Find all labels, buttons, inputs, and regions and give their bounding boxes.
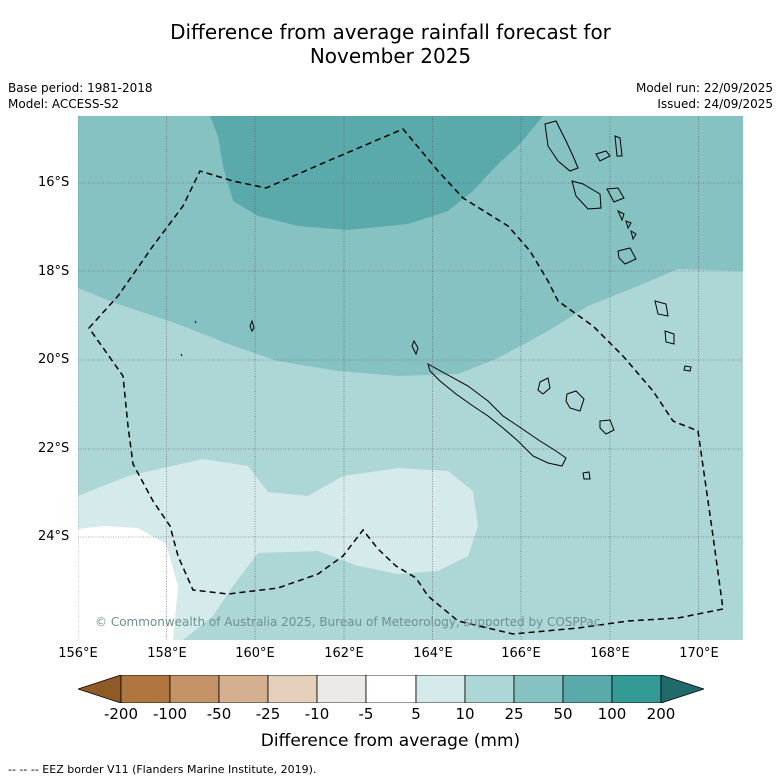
- new-caledonia-island: [427, 362, 567, 467]
- vanuatu-efate: [606, 187, 625, 203]
- belep-islets: [411, 339, 419, 356]
- colorbar: [78, 675, 704, 703]
- colorbar-extend-high: [660, 675, 704, 703]
- y-tick-24s: 24°S: [38, 529, 70, 544]
- title-line-2: November 2025: [309, 44, 472, 68]
- mare-island: [599, 419, 615, 435]
- cb-label-25: 25: [504, 705, 524, 723]
- colorbar-title: Difference from average (mm): [260, 731, 521, 751]
- graticule: [78, 116, 743, 640]
- colorbar-bin-4: [267, 675, 318, 703]
- colorbar-bin-8: [464, 675, 515, 703]
- cb-label-200: 200: [646, 705, 676, 723]
- title-line-1: Difference from average rainfall forecas…: [170, 20, 611, 44]
- colorbar-bin-11: [611, 675, 662, 703]
- cb-label-50: 50: [553, 705, 573, 723]
- model-name: Model: ACCESS-S2: [8, 97, 120, 111]
- colorbar-bin-6: [365, 675, 417, 703]
- cb-label-m100: -100: [152, 705, 188, 723]
- band-neutral: [78, 526, 178, 640]
- model-run: Model run: 22/09/2025: [635, 81, 773, 95]
- chesterfield-reef: [180, 319, 255, 357]
- run-info: Model run: 22/09/2025 Issued: 24/09/2025: [636, 80, 773, 112]
- copyright-notice: © Commonwealth of Australia 2025, Bureau…: [95, 615, 601, 629]
- vanuatu-malakula: [571, 180, 602, 210]
- colorbar-bin-1: [120, 675, 171, 703]
- cb-label-m5: -5: [358, 705, 374, 723]
- cb-label-100: 100: [597, 705, 627, 723]
- cb-label-m50: -50: [206, 705, 232, 723]
- y-tick-18s: 18°S: [38, 264, 70, 279]
- cb-label-10: 10: [455, 705, 475, 723]
- colorbar-extend-low: [78, 675, 122, 703]
- x-tick-164e: 164°E: [413, 646, 453, 661]
- colorbar-bin-7: [415, 675, 466, 703]
- issued-date: Issued: 24/09/2025: [657, 97, 773, 111]
- ouvea-island: [537, 377, 551, 395]
- cb-label-m200: -200: [103, 705, 139, 723]
- x-tick-162e: 162°E: [324, 646, 364, 661]
- rainfall-map: [78, 116, 743, 640]
- map-title: Difference from average rainfall forecas…: [0, 20, 781, 68]
- x-tick-156e: 156°E: [58, 646, 98, 661]
- colorbar-bin-9: [513, 675, 564, 703]
- y-tick-16s: 16°S: [38, 175, 70, 190]
- cb-label-5: 5: [411, 705, 421, 723]
- colorbar-bin-3: [218, 675, 269, 703]
- x-tick-158e: 158°E: [147, 646, 187, 661]
- matthew-hunter-islets: [654, 300, 692, 372]
- eez-footnote: -- -- -- EEZ border V11 (Flanders Marine…: [8, 763, 317, 776]
- eez-border: [88, 128, 724, 635]
- x-tick-168e: 168°E: [590, 646, 630, 661]
- y-tick-22s: 22°S: [38, 441, 70, 456]
- vanuatu-small-islands: [616, 209, 637, 241]
- band-100: [210, 116, 543, 230]
- colorbar-bin-2: [169, 675, 220, 703]
- cb-label-m10: -10: [304, 705, 330, 723]
- x-tick-160e: 160°E: [235, 646, 275, 661]
- vanuatu-maewo: [614, 135, 623, 157]
- x-tick-166e: 166°E: [501, 646, 541, 661]
- cb-label-m25: -25: [255, 705, 281, 723]
- base-info: Base period: 1981-2018 Model: ACCESS-S2: [8, 80, 153, 112]
- lifou-island: [565, 390, 585, 412]
- base-period: Base period: 1981-2018: [8, 81, 153, 95]
- colorbar-bin-10: [562, 675, 613, 703]
- y-tick-20s: 20°S: [38, 352, 70, 367]
- colorbar-bin-5: [316, 675, 367, 703]
- isle-of-pines: [582, 471, 591, 480]
- vanuatu-erromango: [617, 247, 637, 265]
- vanuatu-ambae: [595, 150, 611, 162]
- vanuatu-espiritu-santo: [544, 120, 579, 172]
- x-tick-170e: 170°E: [679, 646, 719, 661]
- band-10: [78, 459, 478, 640]
